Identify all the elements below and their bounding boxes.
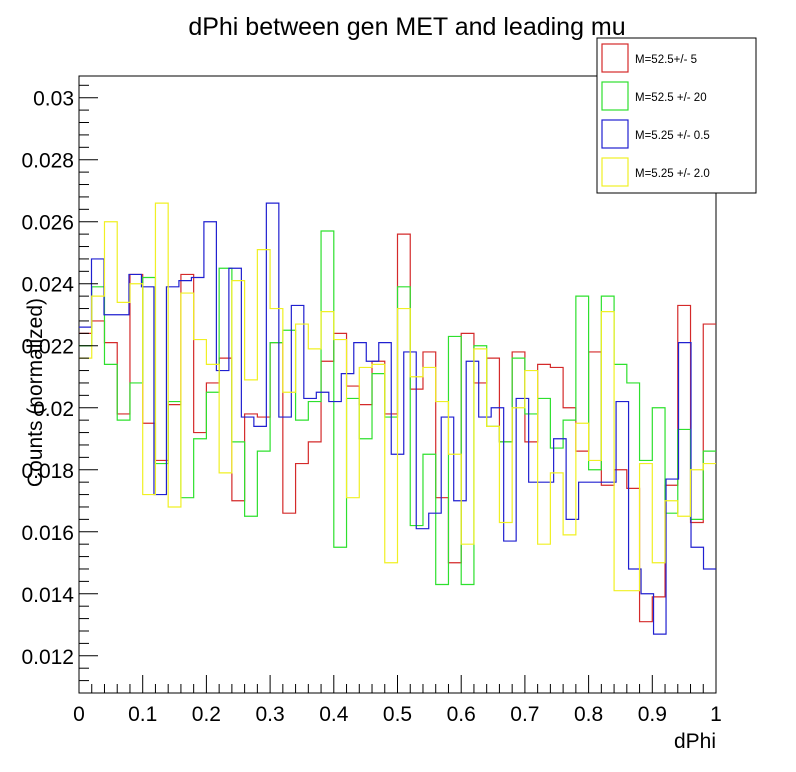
x-tick-label: 0.9 [638,703,667,726]
y-tick-label: 0.014 [21,584,74,607]
legend-label-2: M=52.5 +/- 20 [635,92,707,104]
legend-label-3: M=5.25 +/- 0.5 [635,130,710,142]
y-tick-label: 0.022 [21,336,74,359]
chart-title: dPhi between gen MET and leading mu [188,13,625,41]
y-tick-label: 0.03 [33,88,74,111]
y-tick-label: 0.016 [21,522,74,545]
y-tick-label: 0.024 [21,274,74,297]
x-axis-label: dPhi [674,730,716,753]
x-tick-label: 0.8 [574,703,603,726]
legend-swatch-4 [601,157,629,187]
x-tick-label: 0.2 [192,703,221,726]
legend-swatch-3 [601,119,629,149]
legend-label-4: M=5.25 +/- 2.0 [635,168,710,180]
y-tick-label: 0.018 [21,460,74,483]
x-tick-label: 0.6 [447,703,476,726]
x-tick-label: 0.5 [383,703,412,726]
legend-swatch-1 [601,43,629,73]
x-tick-label: 0.7 [510,703,539,726]
y-axis-label: Counts (normalized) [24,298,47,487]
y-tick-label: 0.028 [21,150,74,173]
y-tick-label: 0.026 [21,212,74,235]
x-tick-label: 0.4 [319,703,349,726]
y-tick-label: 0.02 [33,398,74,421]
legend-swatch-2 [601,81,629,111]
x-tick-label: 1 [710,703,722,726]
y-tick-label: 0.012 [21,646,74,669]
x-tick-label: 0.1 [128,703,157,726]
legend: M=52.5+/- 5 M=52.5 +/- 20 M=5.25 +/- 0.5 M=… [596,37,757,194]
series-line-4 [79,202,716,592]
x-tick-label: 0 [73,703,85,726]
x-tick-label: 0.3 [255,703,284,726]
legend-label-1: M=52.5+/- 5 [635,54,697,66]
